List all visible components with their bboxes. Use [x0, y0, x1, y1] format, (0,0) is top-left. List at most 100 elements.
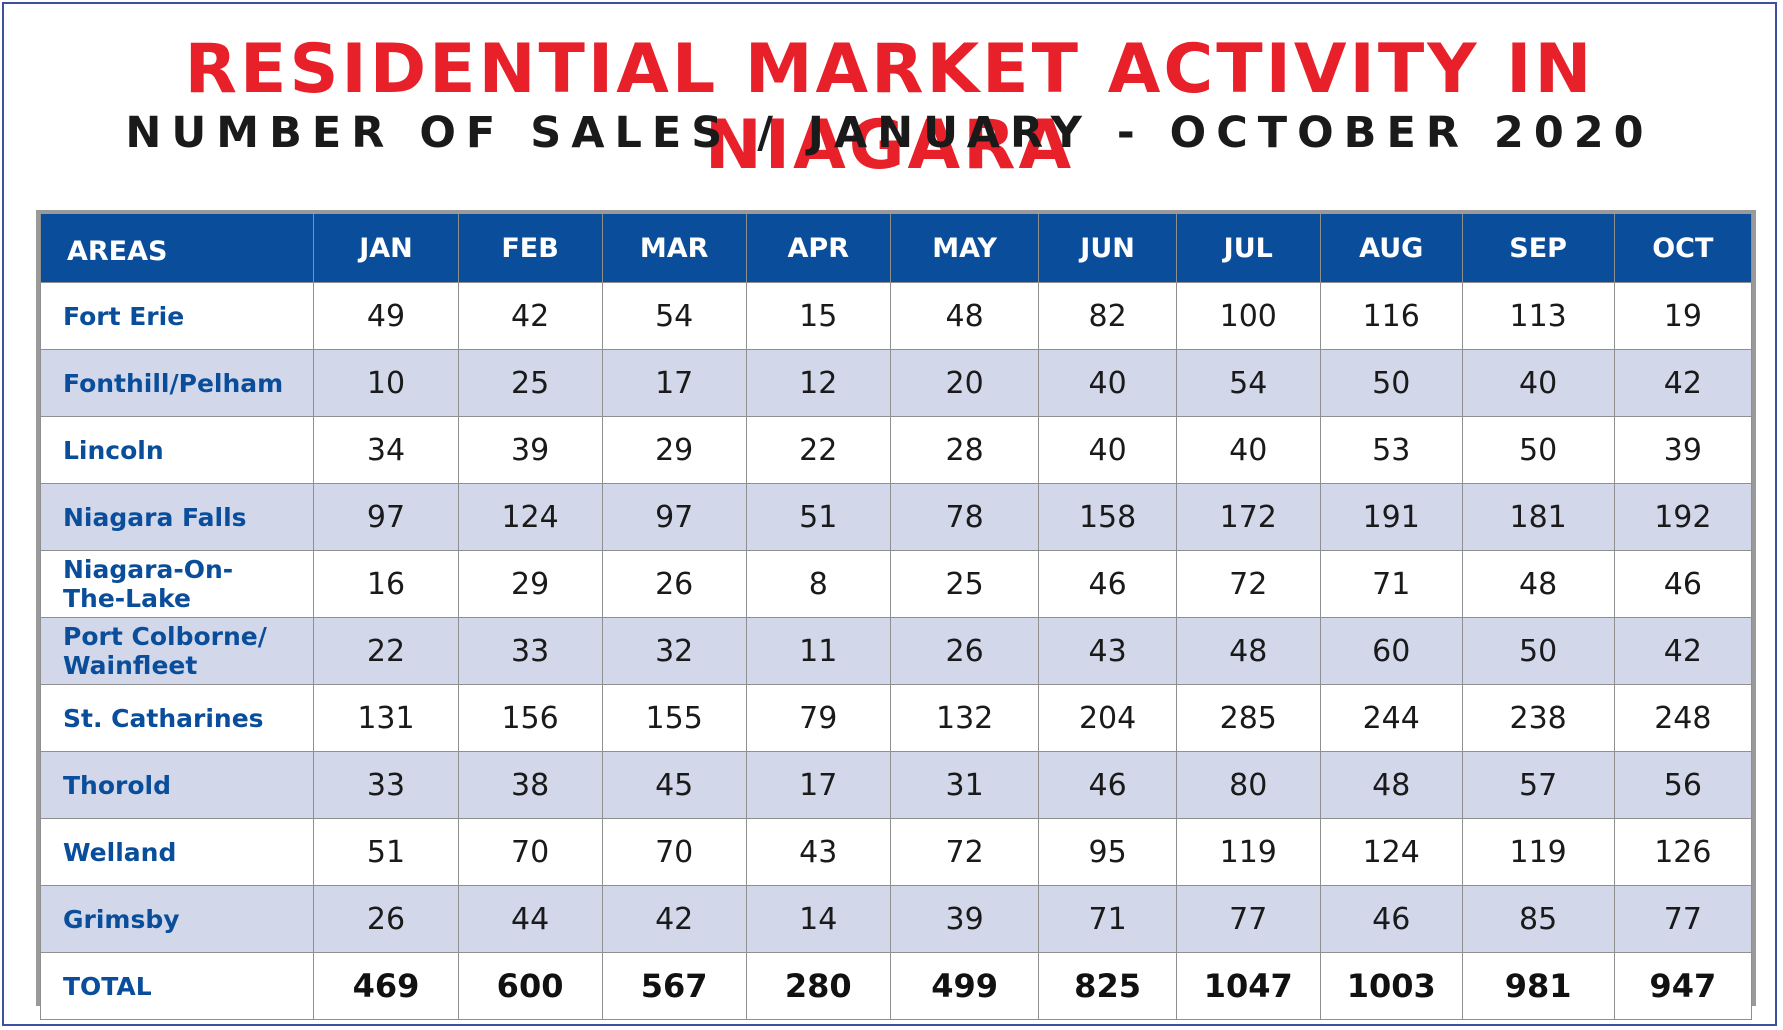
total-cell: 600: [457, 952, 603, 1020]
area-label-line: Fort Erie: [63, 301, 185, 331]
sales-cell: 119: [1461, 818, 1615, 886]
sales-cell: 48: [889, 282, 1040, 350]
sales-cell: 156: [457, 684, 603, 752]
total-cell: 1003: [1319, 952, 1463, 1020]
month-header-oct: OCT: [1613, 214, 1753, 283]
sales-cell: 124: [1319, 818, 1463, 886]
sales-cell: 124: [457, 483, 603, 551]
sales-cell: 95: [1038, 818, 1177, 886]
sales-cell: 56: [1613, 751, 1753, 819]
table-row: Welland 51 70 70 43 72 95 119 124 119 126: [39, 818, 1753, 886]
sales-cell: 191: [1319, 483, 1463, 551]
sales-cell: 15: [745, 282, 891, 350]
table-row: Niagara-On- The-Lake 16 29 26 8 25 46 72 71 48 46: [39, 550, 1753, 618]
sales-cell: 181: [1461, 483, 1615, 551]
total-cell: 1047: [1175, 952, 1321, 1020]
area-label-line: Fonthill/Pelham: [63, 368, 284, 398]
sales-cell: 42: [1613, 349, 1753, 417]
sales-cell: 39: [889, 885, 1040, 953]
sales-cell: 29: [601, 416, 747, 484]
sales-cell: 14: [745, 885, 891, 953]
sales-cell: 46: [1038, 550, 1177, 618]
total-row: TOTAL 469 600 567 280 499 825 1047 1003 981 947: [39, 952, 1753, 1020]
sales-cell: 42: [1613, 617, 1753, 685]
sales-cell: 244: [1319, 684, 1463, 752]
sales-cell: 54: [601, 282, 747, 350]
sales-cell: 72: [1175, 550, 1321, 618]
area-label: Welland: [39, 818, 315, 886]
month-header-may: MAY: [889, 214, 1040, 283]
sales-cell: 46: [1319, 885, 1463, 953]
sales-cell: 25: [889, 550, 1040, 618]
sales-cell: 248: [1613, 684, 1753, 752]
table-row: Port Colborne/Wainfleet 22 33 32 11 26 43 48 60 5…: [39, 617, 1753, 685]
sales-cell: 45: [601, 751, 747, 819]
sales-cell: 43: [745, 818, 891, 886]
sales-cell: 80: [1175, 751, 1321, 819]
sales-cell: 192: [1613, 483, 1753, 551]
sales-cell: 77: [1613, 885, 1753, 953]
sales-cell: 51: [745, 483, 891, 551]
sales-cell: 155: [601, 684, 747, 752]
sales-cell: 26: [889, 617, 1040, 685]
sales-cell: 70: [601, 818, 747, 886]
table-row: Fonthill/Pelham 10 25 17 12 20 40 54 50 40 42: [39, 349, 1753, 417]
area-label-line: Wainfleet: [63, 651, 198, 680]
sales-cell: 29: [457, 550, 603, 618]
sales-cell: 26: [601, 550, 747, 618]
month-header-jan: JAN: [313, 214, 459, 283]
total-cell: 469: [313, 952, 459, 1020]
area-label-line: The-Lake: [63, 584, 191, 613]
sales-cell: 8: [745, 550, 891, 618]
sales-cell: 119: [1175, 818, 1321, 886]
sales-cell: 97: [601, 483, 747, 551]
area-label: Port Colborne/Wainfleet: [39, 617, 315, 685]
sales-cell: 79: [745, 684, 891, 752]
sales-cell: 12: [745, 349, 891, 417]
total-cell: 947: [1613, 952, 1753, 1020]
sales-cell: 22: [745, 416, 891, 484]
sales-cell: 131: [313, 684, 459, 752]
sales-cell: 70: [457, 818, 603, 886]
sales-cell: 40: [1461, 349, 1615, 417]
sales-cell: 60: [1319, 617, 1463, 685]
sales-cell: 40: [1175, 416, 1321, 484]
total-label: TOTAL: [39, 952, 315, 1020]
total-cell: 499: [889, 952, 1040, 1020]
area-label-line: Thorold: [63, 770, 171, 800]
area-label: Niagara Falls: [39, 483, 315, 551]
sales-cell: 54: [1175, 349, 1321, 417]
sales-cell: 31: [889, 751, 1040, 819]
sales-cell: 25: [457, 349, 603, 417]
sales-cell: 42: [457, 282, 603, 350]
sales-cell: 285: [1175, 684, 1321, 752]
sales-cell: 238: [1461, 684, 1615, 752]
sales-cell: 113: [1461, 282, 1615, 350]
sales-cell: 33: [313, 751, 459, 819]
sales-cell: 85: [1461, 885, 1615, 953]
month-header-mar: MAR: [601, 214, 747, 283]
table-row: Fort Erie 49 42 54 15 48 82 100 116 113 19: [39, 282, 1753, 350]
area-label-line: Grimsby: [63, 904, 180, 934]
total-cell: 567: [601, 952, 747, 1020]
sales-cell: 51: [313, 818, 459, 886]
area-label-line: Niagara-On-: [63, 555, 234, 584]
sales-table: AREAS JAN FEB MAR APR MAY JUN JUL AUG SEP OCT For…: [39, 214, 1753, 1020]
sales-cell: 38: [457, 751, 603, 819]
sales-cell: 77: [1175, 885, 1321, 953]
area-label-line: Niagara Falls: [63, 502, 247, 532]
sales-cell: 50: [1461, 617, 1615, 685]
sales-cell: 44: [457, 885, 603, 953]
area-label: Grimsby: [39, 885, 315, 953]
sales-cell: 71: [1038, 885, 1177, 953]
area-label: Fort Erie: [39, 282, 315, 350]
month-header-aug: AUG: [1319, 214, 1463, 283]
sales-cell: 34: [313, 416, 459, 484]
sales-cell: 100: [1175, 282, 1321, 350]
sales-cell: 72: [889, 818, 1040, 886]
sales-cell: 48: [1461, 550, 1615, 618]
area-label: Lincoln: [39, 416, 315, 484]
table-row: Thorold 33 38 45 17 31 46 80 48 57 56: [39, 751, 1753, 819]
chart-title: RESIDENTIAL MARKET ACTIVITY IN NIAGARA: [184, 30, 1595, 185]
